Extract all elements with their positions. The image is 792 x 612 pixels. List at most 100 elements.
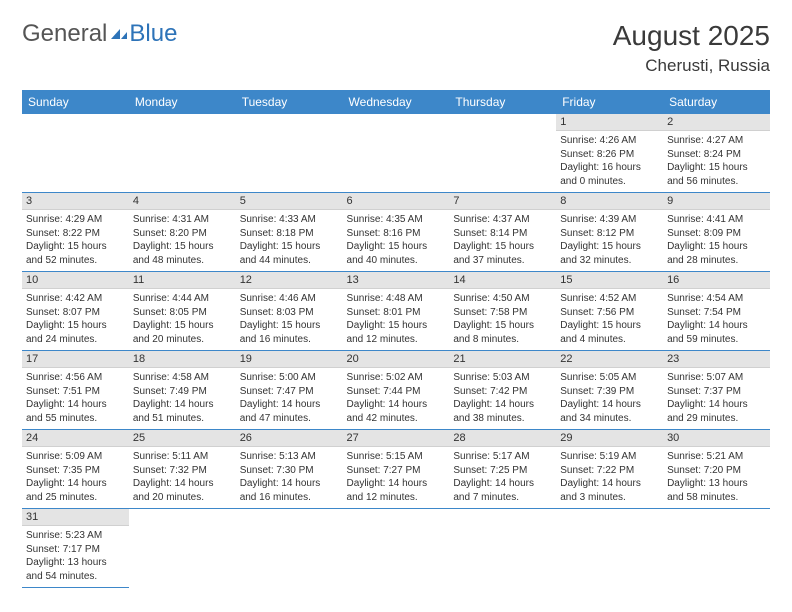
- calendar-day: 8Sunrise: 4:39 AMSunset: 8:12 PMDaylight…: [556, 193, 663, 272]
- day-number: 27: [343, 430, 450, 447]
- daylight-text-1: Daylight: 16 hours: [560, 161, 659, 175]
- daylight-text-2: and 47 minutes.: [240, 412, 339, 426]
- day-content: Sunrise: 4:58 AMSunset: 7:49 PMDaylight:…: [129, 368, 236, 429]
- daylight-text-2: and 37 minutes.: [453, 254, 552, 268]
- daylight-text-2: and 51 minutes.: [133, 412, 232, 426]
- day-content: Sunrise: 4:48 AMSunset: 8:01 PMDaylight:…: [343, 289, 450, 350]
- day-number: 4: [129, 193, 236, 210]
- day-number: 28: [449, 430, 556, 447]
- day-content: Sunrise: 5:13 AMSunset: 7:30 PMDaylight:…: [236, 447, 343, 508]
- day-number: 12: [236, 272, 343, 289]
- daylight-text-1: Daylight: 14 hours: [240, 477, 339, 491]
- day-content: Sunrise: 4:39 AMSunset: 8:12 PMDaylight:…: [556, 210, 663, 271]
- calendar-day: 16Sunrise: 4:54 AMSunset: 7:54 PMDayligh…: [663, 272, 770, 351]
- daylight-text-2: and 8 minutes.: [453, 333, 552, 347]
- day-number: 2: [663, 114, 770, 131]
- sunrise-text: Sunrise: 5:13 AM: [240, 450, 339, 464]
- day-number: 23: [663, 351, 770, 368]
- day-number: 25: [129, 430, 236, 447]
- daylight-text-2: and 52 minutes.: [26, 254, 125, 268]
- sunrise-text: Sunrise: 5:05 AM: [560, 371, 659, 385]
- sunrise-text: Sunrise: 4:35 AM: [347, 213, 446, 227]
- calendar-day: 3Sunrise: 4:29 AMSunset: 8:22 PMDaylight…: [22, 193, 129, 272]
- daylight-text-1: Daylight: 15 hours: [347, 319, 446, 333]
- calendar-day-empty: [663, 509, 770, 588]
- day-number: 24: [22, 430, 129, 447]
- sunset-text: Sunset: 7:30 PM: [240, 464, 339, 478]
- sunset-text: Sunset: 8:18 PM: [240, 227, 339, 241]
- sunset-text: Sunset: 8:03 PM: [240, 306, 339, 320]
- day-number: 14: [449, 272, 556, 289]
- sunrise-text: Sunrise: 5:23 AM: [26, 529, 125, 543]
- calendar-day: 10Sunrise: 4:42 AMSunset: 8:07 PMDayligh…: [22, 272, 129, 351]
- sunrise-text: Sunrise: 5:19 AM: [560, 450, 659, 464]
- calendar-day: 5Sunrise: 4:33 AMSunset: 8:18 PMDaylight…: [236, 193, 343, 272]
- day-content: Sunrise: 4:33 AMSunset: 8:18 PMDaylight:…: [236, 210, 343, 271]
- day-content: Sunrise: 5:23 AMSunset: 7:17 PMDaylight:…: [22, 526, 129, 587]
- daylight-text-2: and 0 minutes.: [560, 175, 659, 189]
- sunset-text: Sunset: 7:27 PM: [347, 464, 446, 478]
- daylight-text-1: Daylight: 14 hours: [26, 398, 125, 412]
- logo-text-1: General: [22, 20, 107, 48]
- sunset-text: Sunset: 8:26 PM: [560, 148, 659, 162]
- calendar-day-empty: [129, 509, 236, 588]
- calendar-day: 24Sunrise: 5:09 AMSunset: 7:35 PMDayligh…: [22, 430, 129, 509]
- day-content: Sunrise: 5:17 AMSunset: 7:25 PMDaylight:…: [449, 447, 556, 508]
- calendar-week: 3Sunrise: 4:29 AMSunset: 8:22 PMDaylight…: [22, 193, 770, 272]
- daylight-text-2: and 44 minutes.: [240, 254, 339, 268]
- day-content: Sunrise: 5:09 AMSunset: 7:35 PMDaylight:…: [22, 447, 129, 508]
- calendar-day: 15Sunrise: 4:52 AMSunset: 7:56 PMDayligh…: [556, 272, 663, 351]
- day-number: 31: [22, 509, 129, 526]
- sunrise-text: Sunrise: 4:31 AM: [133, 213, 232, 227]
- sunset-text: Sunset: 8:16 PM: [347, 227, 446, 241]
- sunrise-text: Sunrise: 4:37 AM: [453, 213, 552, 227]
- day-content: Sunrise: 5:11 AMSunset: 7:32 PMDaylight:…: [129, 447, 236, 508]
- sunset-text: Sunset: 7:20 PM: [667, 464, 766, 478]
- sunrise-text: Sunrise: 4:50 AM: [453, 292, 552, 306]
- day-content: Sunrise: 4:27 AMSunset: 8:24 PMDaylight:…: [663, 131, 770, 192]
- daylight-text-1: Daylight: 14 hours: [453, 398, 552, 412]
- calendar-day: 1Sunrise: 4:26 AMSunset: 8:26 PMDaylight…: [556, 114, 663, 193]
- sunset-text: Sunset: 7:39 PM: [560, 385, 659, 399]
- calendar-day: 31Sunrise: 5:23 AMSunset: 7:17 PMDayligh…: [22, 509, 129, 588]
- daylight-text-2: and 28 minutes.: [667, 254, 766, 268]
- day-header: Monday: [129, 90, 236, 114]
- sunset-text: Sunset: 7:47 PM: [240, 385, 339, 399]
- day-content: Sunrise: 4:44 AMSunset: 8:05 PMDaylight:…: [129, 289, 236, 350]
- daylight-text-2: and 12 minutes.: [347, 333, 446, 347]
- daylight-text-1: Daylight: 15 hours: [26, 240, 125, 254]
- sunset-text: Sunset: 7:35 PM: [26, 464, 125, 478]
- daylight-text-2: and 16 minutes.: [240, 491, 339, 505]
- sunrise-text: Sunrise: 5:02 AM: [347, 371, 446, 385]
- day-content: Sunrise: 4:56 AMSunset: 7:51 PMDaylight:…: [22, 368, 129, 429]
- day-header: Wednesday: [343, 90, 450, 114]
- daylight-text-1: Daylight: 15 hours: [347, 240, 446, 254]
- sunrise-text: Sunrise: 4:42 AM: [26, 292, 125, 306]
- daylight-text-1: Daylight: 15 hours: [453, 240, 552, 254]
- calendar-day: 21Sunrise: 5:03 AMSunset: 7:42 PMDayligh…: [449, 351, 556, 430]
- calendar-day: 7Sunrise: 4:37 AMSunset: 8:14 PMDaylight…: [449, 193, 556, 272]
- sunrise-text: Sunrise: 4:39 AM: [560, 213, 659, 227]
- daylight-text-1: Daylight: 14 hours: [240, 398, 339, 412]
- sunset-text: Sunset: 8:14 PM: [453, 227, 552, 241]
- day-content: Sunrise: 5:15 AMSunset: 7:27 PMDaylight:…: [343, 447, 450, 508]
- daylight-text-1: Daylight: 15 hours: [26, 319, 125, 333]
- day-header: Tuesday: [236, 90, 343, 114]
- daylight-text-1: Daylight: 13 hours: [26, 556, 125, 570]
- daylight-text-1: Daylight: 14 hours: [560, 398, 659, 412]
- calendar-day-empty: [449, 114, 556, 193]
- sunrise-text: Sunrise: 4:48 AM: [347, 292, 446, 306]
- sunrise-text: Sunrise: 4:58 AM: [133, 371, 232, 385]
- daylight-text-2: and 42 minutes.: [347, 412, 446, 426]
- day-content: Sunrise: 5:03 AMSunset: 7:42 PMDaylight:…: [449, 368, 556, 429]
- calendar-day-empty: [343, 114, 450, 193]
- calendar-day: 4Sunrise: 4:31 AMSunset: 8:20 PMDaylight…: [129, 193, 236, 272]
- sunrise-text: Sunrise: 4:27 AM: [667, 134, 766, 148]
- day-number: 1: [556, 114, 663, 131]
- calendar-day-empty: [236, 509, 343, 588]
- calendar-day: 18Sunrise: 4:58 AMSunset: 7:49 PMDayligh…: [129, 351, 236, 430]
- calendar-week: 24Sunrise: 5:09 AMSunset: 7:35 PMDayligh…: [22, 430, 770, 509]
- day-number: 9: [663, 193, 770, 210]
- day-number: 5: [236, 193, 343, 210]
- day-number: 21: [449, 351, 556, 368]
